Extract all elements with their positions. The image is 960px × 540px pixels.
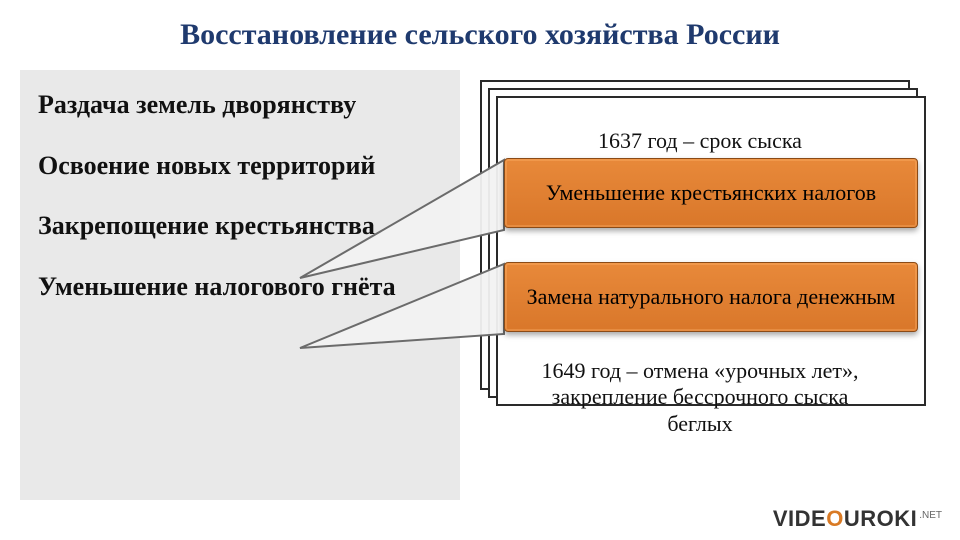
logo-o: O (826, 506, 844, 531)
left-item-1: Раздача земель дворянству (38, 90, 442, 121)
logo-pre: VIDE (773, 506, 826, 531)
orange-box-1-label: Уменьшение крестьянских налогов (546, 180, 876, 206)
orange-box-2: Замена натурального налога денежным (504, 262, 918, 332)
orange-box-2-label: Замена натурального налога денежным (527, 284, 896, 310)
left-panel: Раздача земель дворянству Освоение новых… (20, 70, 460, 500)
slide-title: Восстановление сельского хозяйства Росси… (0, 18, 960, 52)
under-text-top: 1637 год – срок сыска (520, 128, 880, 154)
left-item-2: Освоение новых территорий (38, 151, 442, 182)
logo: VIDEOUROKI.NET (773, 506, 942, 532)
logo-post: UROKI (844, 506, 917, 531)
under-text-bottom: 1649 год – отмена «урочных лет», закрепл… (520, 358, 880, 437)
left-item-4: Уменьшение налогового гнёта (38, 272, 442, 303)
left-item-3: Закрепощение крестьянства (38, 211, 442, 242)
logo-net: .NET (919, 510, 942, 521)
orange-box-1: Уменьшение крестьянских налогов (504, 158, 918, 228)
slide: Восстановление сельского хозяйства Росси… (0, 0, 960, 540)
